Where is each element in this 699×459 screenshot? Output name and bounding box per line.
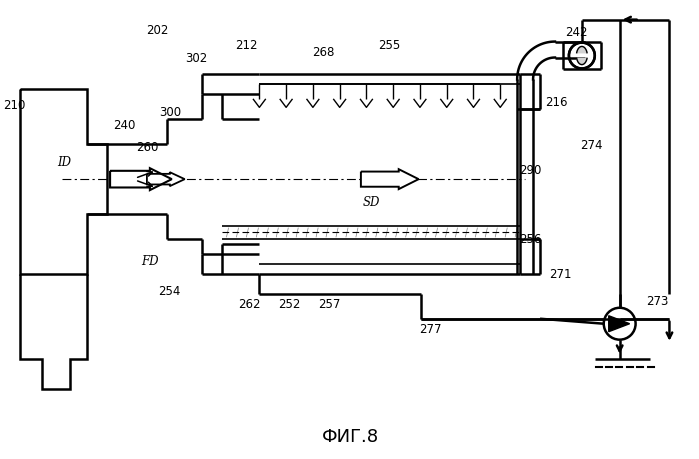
Polygon shape — [577, 47, 587, 54]
Text: 210: 210 — [3, 99, 26, 112]
Text: 256: 256 — [519, 233, 541, 246]
Text: 255: 255 — [377, 39, 400, 52]
Text: 257: 257 — [318, 297, 340, 311]
Text: 252: 252 — [278, 297, 301, 311]
Polygon shape — [577, 59, 587, 66]
Polygon shape — [147, 173, 185, 187]
Text: FD: FD — [141, 255, 159, 268]
Text: 242: 242 — [565, 26, 587, 39]
Text: SD: SD — [362, 195, 380, 208]
Text: 271: 271 — [549, 268, 571, 281]
Text: 277: 277 — [419, 323, 442, 336]
Polygon shape — [609, 316, 630, 332]
Text: 260: 260 — [136, 140, 158, 153]
Text: 302: 302 — [185, 52, 208, 65]
Text: 290: 290 — [519, 163, 541, 176]
Text: 202: 202 — [145, 24, 168, 37]
Polygon shape — [110, 169, 172, 190]
Text: 216: 216 — [545, 95, 567, 109]
Text: ФИГ.8: ФИГ.8 — [322, 427, 379, 445]
Text: 262: 262 — [238, 297, 261, 311]
Text: 273: 273 — [647, 295, 669, 308]
Text: 300: 300 — [159, 106, 181, 118]
Text: 274: 274 — [581, 139, 603, 151]
Text: 254: 254 — [159, 285, 181, 298]
Text: 240: 240 — [113, 118, 135, 132]
Text: 268: 268 — [312, 46, 334, 59]
Text: 212: 212 — [235, 39, 258, 52]
Text: ID: ID — [57, 155, 71, 168]
Polygon shape — [361, 170, 419, 190]
